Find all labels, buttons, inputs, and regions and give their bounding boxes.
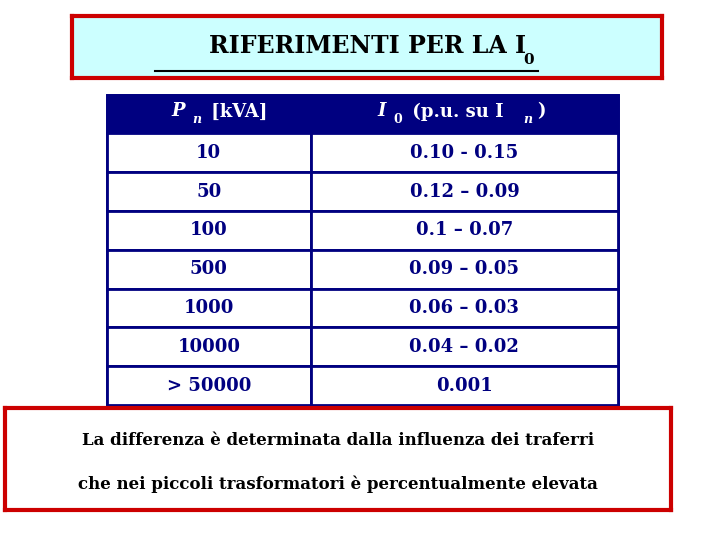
Text: 10000: 10000	[177, 338, 240, 356]
Text: che nei piccoli trasformatori è percentualmente elevata: che nei piccoli trasformatori è percentu…	[78, 476, 598, 493]
Text: 0.09 – 0.05: 0.09 – 0.05	[410, 260, 519, 278]
Bar	[311, 211, 618, 249]
Text: 0.001: 0.001	[436, 376, 492, 395]
Bar	[107, 94, 311, 133]
Text: 0.1 – 0.07: 0.1 – 0.07	[415, 221, 513, 239]
Text: 10: 10	[197, 144, 221, 161]
Bar	[311, 327, 618, 366]
Text: [kVA]: [kVA]	[204, 103, 267, 120]
Text: 0.10 - 0.15: 0.10 - 0.15	[410, 144, 518, 161]
Text: > 50000: > 50000	[166, 376, 251, 395]
Bar	[107, 133, 311, 172]
Text: ): )	[538, 103, 546, 120]
Bar	[311, 172, 618, 211]
Bar	[107, 366, 311, 405]
Text: n: n	[192, 113, 201, 126]
Text: 0: 0	[523, 53, 534, 66]
Bar	[311, 249, 618, 288]
Text: 0.04 – 0.02: 0.04 – 0.02	[410, 338, 519, 356]
Text: 50: 50	[196, 183, 222, 200]
Text: 1000: 1000	[184, 299, 234, 317]
Text: 500: 500	[190, 260, 228, 278]
Text: 100: 100	[190, 221, 228, 239]
Text: P: P	[171, 103, 185, 120]
Bar	[107, 211, 311, 249]
Text: La differenza è determinata dalla influenza dei traferri: La differenza è determinata dalla influe…	[82, 432, 594, 449]
Bar	[311, 133, 618, 172]
Text: 0.12 – 0.09: 0.12 – 0.09	[410, 183, 519, 200]
Bar	[107, 172, 311, 211]
Text: I: I	[377, 103, 386, 120]
Text: n: n	[523, 113, 532, 126]
Bar	[107, 288, 311, 327]
Bar	[311, 366, 618, 405]
Bar	[107, 327, 311, 366]
Bar	[311, 94, 618, 133]
Text: 0: 0	[394, 113, 402, 126]
Bar	[311, 288, 618, 327]
Bar	[107, 249, 311, 288]
Text: (p.u. su I: (p.u. su I	[405, 102, 503, 120]
Text: 0.06 – 0.03: 0.06 – 0.03	[410, 299, 519, 317]
Text: RIFERIMENTI PER LA I: RIFERIMENTI PER LA I	[209, 34, 526, 58]
